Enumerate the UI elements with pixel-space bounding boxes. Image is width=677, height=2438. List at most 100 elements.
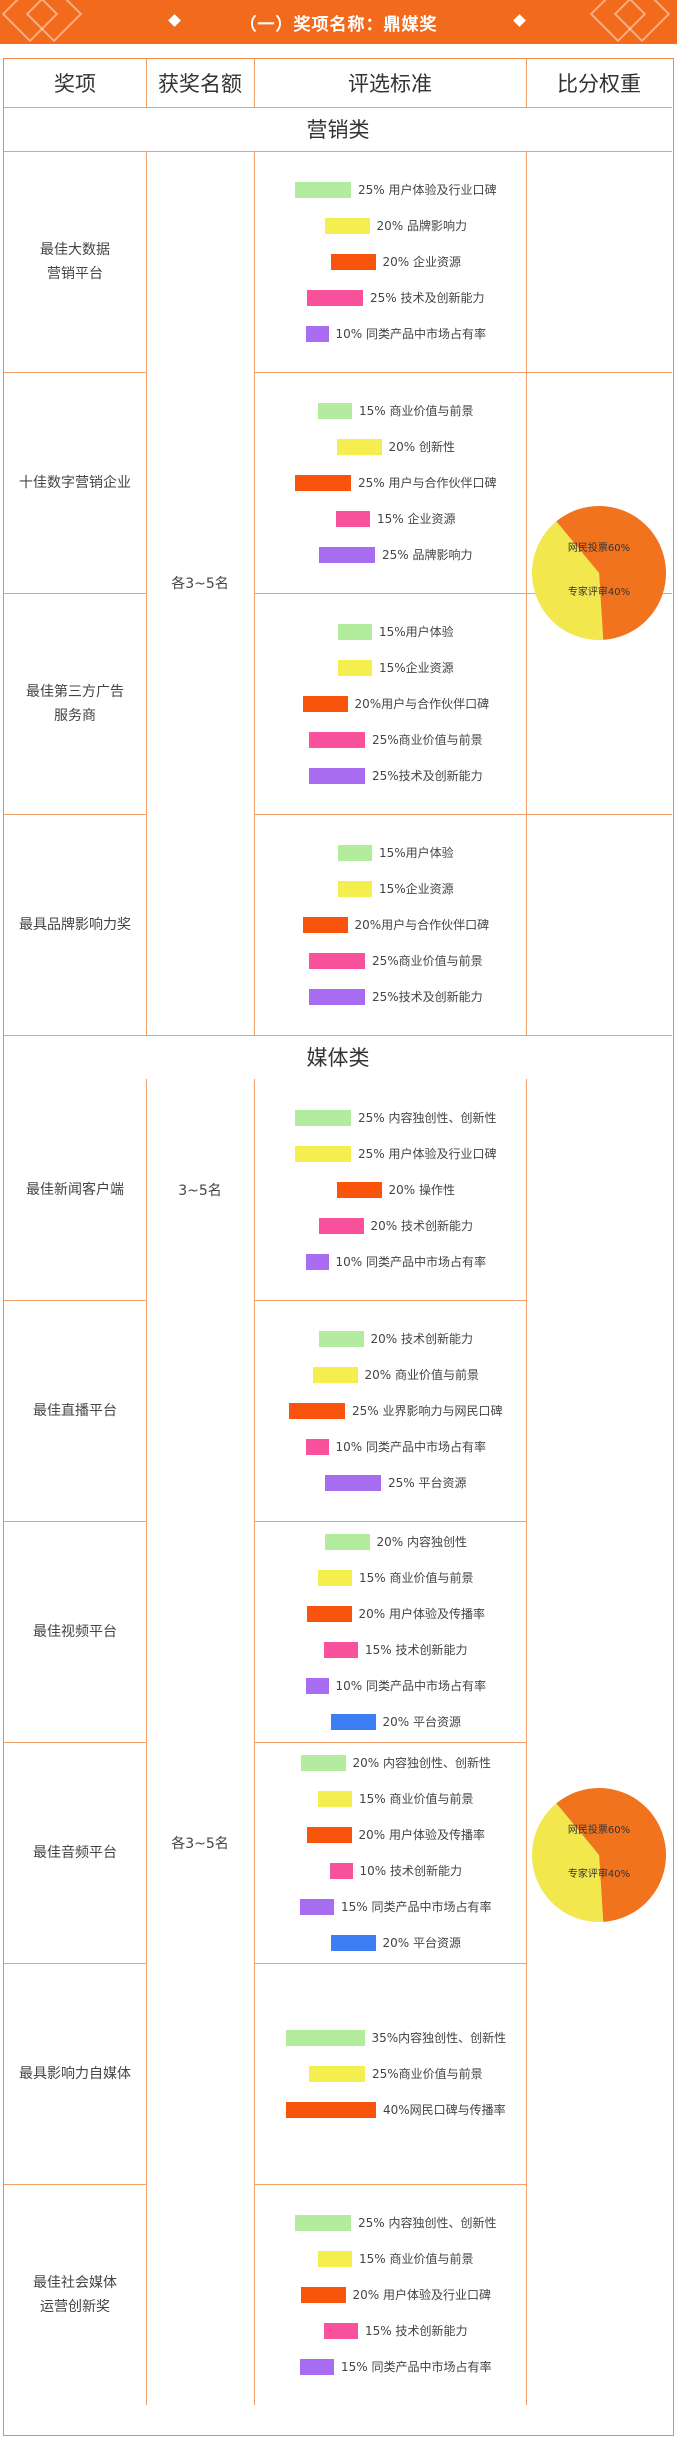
criterion-label: 20% 用户体验及行业口碑 [352,2288,492,2302]
criterion-weight-bar [338,623,372,640]
row-divider [254,372,526,373]
criterion-item: 15%用户体验 [338,844,454,862]
section-title: 媒体类 [306,1046,370,1070]
criterion-item: 25% 用户体验及行业口碑 [295,181,497,199]
criterion-label: 15%用户体验 [379,846,454,860]
criterion-label: 20% 企业资源 [382,255,462,269]
criterion-label: 25%商业价值与前景 [372,733,483,747]
criterion-label: 15%企业资源 [379,661,454,675]
criterion-label: 20% 用户体验及传播率 [358,1607,486,1621]
criterion-label: 20% 技术创新能力 [370,1219,474,1233]
section-quota: 各3~5名 [171,576,229,592]
criterion-weight-bar [295,2214,351,2231]
criterion-item: 20% 用户体验及传播率 [306,1605,486,1623]
row-divider [4,1742,146,1743]
criterion-item: 15%用户体验 [338,623,454,641]
award-name: 最佳视频平台 [33,1623,117,1640]
column-divider [146,59,147,107]
award-table: 奖项 获奖名额 评选标准 比分权重 营销类 最佳大数据 营销平台 25% 用户体验及… [3,58,674,2436]
criterion-item: 25%技术及创新能力 [309,767,483,785]
criterion-weight-bar [318,1330,364,1347]
criterion-weight-bar [295,181,351,198]
row-divider [4,1963,146,1964]
criterion-item: 15% 同类产品中市场占有率 [300,2358,492,2376]
criterion-weight-bar [306,1826,352,1843]
criterion-weight-bar [289,1402,345,1419]
criterion-label: 20%用户与合作伙伴口碑 [354,697,490,711]
criterion-weight-bar [338,844,372,861]
criterion-label: 15% 同类产品中市场占有率 [341,2360,492,2374]
criterion-weight-bar [338,659,372,676]
diamond-icon-right [513,14,526,27]
section-quota: 各3~5名 [171,1835,229,1852]
criterion-label: 40%网民口碑与传播率 [383,2103,506,2117]
criterion-label: 25% 内容独创性、创新性 [358,2216,497,2230]
criterion-item: 20% 企业资源 [330,253,462,271]
criterion-label: 15% 商业价值与前景 [359,1792,474,1806]
criterion-item: 20%用户与合作伙伴口碑 [302,916,489,934]
criterion-item: 15%企业资源 [338,880,454,898]
criterion-label: 25% 平台资源 [388,1476,467,1490]
criterion-item: 40%网民口碑与传播率 [286,2101,506,2119]
criterion-weight-bar [318,2250,352,2267]
criterion-item: 15% 商业价值与前景 [318,1569,474,1587]
row-divider [254,814,526,815]
criterion-weight-bar [309,731,365,748]
criterion-label: 25% 内容独创性、创新性 [358,1111,497,1125]
criterion-label: 25% 用户体验及行业口碑 [358,183,497,197]
criterion-weight-bar [330,1934,376,1951]
award-name: 最佳大数据 营销平台 [40,241,110,282]
diamond-icon-left [168,14,181,27]
criterion-weight-bar [302,916,348,933]
criterion-label: 15% 商业价值与前景 [359,2252,474,2266]
criterion-weight-bar [318,402,352,419]
row-divider [4,1300,146,1301]
criterion-item: 20% 平台资源 [330,1934,462,1952]
row-divider [254,1963,526,1964]
criterion-label: 10% 技术创新能力 [359,1864,463,1878]
criterion-weight-bar [336,438,382,455]
criterion-item: 20% 品牌影响力 [324,217,468,235]
pie-slice-label: 网民投票60% [568,541,630,554]
criterion-label: 20% 品牌影响力 [376,219,468,233]
criterion-weight-bar [309,988,365,1005]
criterion-weight-bar [324,217,370,234]
criterion-label: 15% 企业资源 [377,512,456,526]
criterion-label: 25% 技术及创新能力 [370,291,485,305]
row-divider [4,593,146,594]
row-divider [4,372,146,373]
criterion-weight-bar [324,1533,370,1550]
criterion-item: 25% 用户体验及行业口碑 [295,1145,497,1163]
criterion-label: 20% 平台资源 [382,1936,462,1950]
criterion-label: 25% 用户与合作伙伴口碑 [358,476,497,490]
criterion-item: 25%商业价值与前景 [309,731,483,749]
criterion-weight-bar [312,1366,358,1383]
criterion-label: 15% 技术创新能力 [365,2324,468,2338]
criterion-weight-bar [318,1569,352,1586]
criterion-item: 25% 内容独创性、创新性 [295,1109,497,1127]
criterion-weight-bar [285,2029,365,2046]
award-name: 最佳新闻客户端 [26,1181,124,1198]
criterion-label: 10% 同类产品中市场占有率 [335,1679,487,1693]
column-divider [526,1079,527,2405]
column-divider [146,1079,147,2405]
criterion-item: 20% 内容独创性 [324,1533,467,1551]
header-criteria: 评选标准 [348,72,432,96]
criterion-item: 25% 业界影响力与网民口碑 [289,1402,503,1420]
criterion-weight-bar [306,1605,352,1622]
criterion-item: 15% 技术创新能力 [324,1641,468,1659]
criterion-item: 20% 技术创新能力 [318,1330,473,1348]
award-name: 最具品牌影响力奖 [19,916,131,933]
criterion-item: 15% 企业资源 [336,510,456,528]
criterion-weight-bar [305,325,329,342]
criterion-item: 25% 技术及创新能力 [307,289,485,307]
row-divider [526,372,672,373]
criterion-weight-bar [325,1474,381,1491]
criterion-label: 25%技术及创新能力 [372,990,483,1004]
criterion-label: 10% 同类产品中市场占有率 [335,1255,487,1269]
criterion-weight-bar [318,1217,364,1234]
criterion-label: 25% 品牌影响力 [382,548,473,562]
criterion-weight-bar [300,1898,334,1915]
banner-title: （一）奖项名称：鼎媒奖 [239,14,438,35]
criterion-weight-bar [336,510,370,527]
